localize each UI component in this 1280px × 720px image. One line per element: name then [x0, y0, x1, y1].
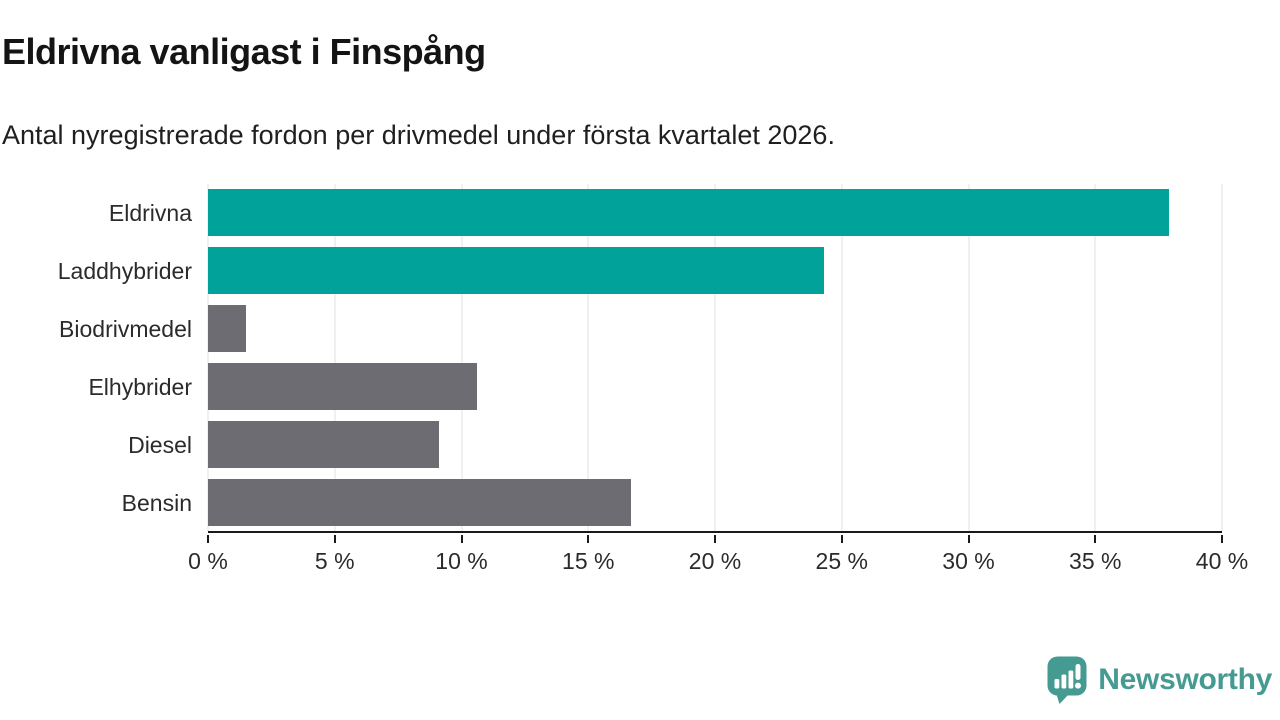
x-axis-tick — [1221, 535, 1223, 543]
chart-title: Eldrivna vanligast i Finspång — [2, 31, 486, 72]
bar — [208, 247, 824, 295]
x-axis-tick — [714, 535, 716, 543]
bars-container — [208, 184, 1222, 531]
bar-row — [208, 415, 1222, 473]
bar — [208, 420, 439, 468]
gridline — [714, 184, 716, 531]
bar-row — [208, 357, 1222, 415]
gridline — [1221, 184, 1223, 531]
x-tick-label: 15 % — [562, 548, 615, 574]
bar-row — [208, 473, 1222, 531]
bar — [208, 305, 247, 353]
plot-area — [207, 184, 1223, 533]
gridline — [841, 184, 843, 531]
bar — [208, 478, 632, 526]
bar — [208, 362, 477, 410]
x-axis-tick — [840, 535, 843, 543]
category-labels: Eldrivna Laddhybrider Biodrivmedel Elhybrid… — [0, 184, 192, 533]
x-tick-label: 25 % — [815, 548, 868, 574]
x-axis-tick — [460, 535, 463, 543]
x-axis-tick — [207, 535, 209, 543]
x-tick-label: 10 % — [435, 548, 488, 574]
gridline — [968, 184, 969, 531]
x-axis-tick — [333, 535, 336, 543]
category-label: Elhybrider — [88, 374, 192, 401]
gridline — [207, 184, 209, 531]
x-axis: 0 % 5 % 10 % 15 % 20 % 25 % 30 % 35 % 40 % — [188, 535, 1248, 585]
category-label: Biodrivmedel — [59, 315, 192, 342]
bar-row — [208, 184, 1222, 242]
gridline — [1094, 184, 1096, 531]
x-axis-tick — [587, 535, 590, 543]
bar — [208, 189, 1169, 237]
newsworthy-logo: Newsworthy — [1047, 656, 1272, 704]
x-tick-label: 30 % — [942, 548, 995, 574]
category-label: Bensin — [121, 490, 192, 517]
chart-subtitle: Antal nyregistrerade fordon per drivmede… — [2, 120, 835, 150]
x-axis-tick — [1094, 535, 1097, 543]
x-tick-label: 35 % — [1069, 548, 1122, 574]
gridline — [334, 184, 336, 531]
x-tick-label: 40 % — [1195, 548, 1249, 574]
x-tick-label: 20 % — [688, 548, 742, 574]
gridline — [587, 184, 589, 531]
x-tick-label: 0 % — [188, 548, 228, 574]
gridline — [461, 184, 462, 531]
bar-row — [208, 300, 1222, 358]
bar-chart-speech-bubble-icon — [1047, 656, 1087, 704]
x-tick-label: 5 % — [314, 548, 355, 574]
category-label: Laddhybrider — [57, 257, 192, 284]
category-label: Diesel — [128, 432, 192, 459]
bar-row — [208, 242, 1222, 300]
logo-brand-text: Newsworthy — [1098, 663, 1272, 696]
category-label: Eldrivna — [108, 199, 192, 226]
x-axis-tick — [967, 535, 970, 543]
